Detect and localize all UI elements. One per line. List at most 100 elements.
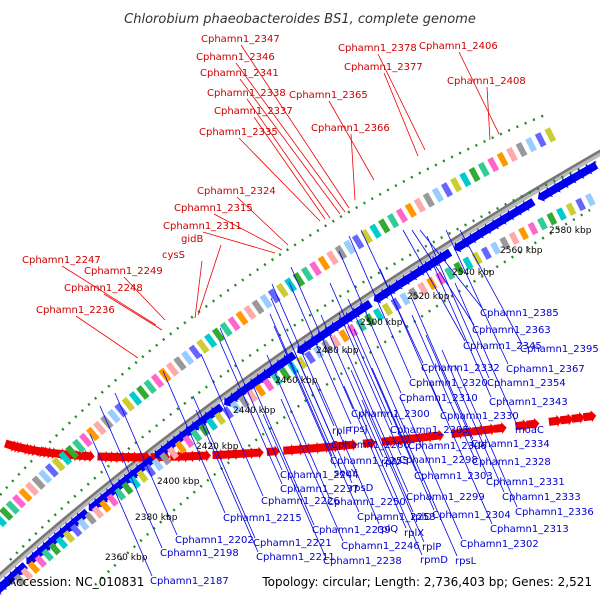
reverse-gene-label: Cphamn1_2334 bbox=[471, 439, 550, 450]
feature-block bbox=[204, 333, 218, 349]
reverse-label-leader bbox=[445, 229, 509, 365]
feature-block bbox=[198, 423, 211, 437]
feature-block bbox=[270, 372, 283, 386]
genome-backbone bbox=[0, 149, 600, 576]
feature-block bbox=[62, 530, 76, 544]
feature-block bbox=[408, 287, 420, 301]
feature-block bbox=[230, 400, 242, 414]
middle-track-guide bbox=[9, 158, 600, 561]
feature-block bbox=[243, 305, 257, 320]
forward-gene-label: Cphamn1_2247 bbox=[22, 255, 101, 266]
reverse-gene-label: Cphamn1_2343 bbox=[489, 397, 568, 408]
reverse-label-leader bbox=[114, 392, 178, 536]
feature-block bbox=[515, 141, 528, 158]
reverse-label-leader bbox=[394, 413, 458, 557]
reverse-label-leader bbox=[273, 325, 337, 469]
reverse-label-leader bbox=[399, 396, 463, 540]
feature-block bbox=[317, 255, 331, 271]
feature-block bbox=[338, 329, 350, 343]
reverse-label-leader bbox=[99, 405, 163, 549]
reverse-gene-arrow bbox=[522, 198, 536, 211]
reverse-label-leader bbox=[251, 382, 315, 526]
reverse-gene-label: rplV bbox=[381, 457, 401, 468]
reverse-gene-label: Cphamn1_2237 bbox=[280, 484, 359, 495]
forward-label-leader bbox=[61, 265, 157, 326]
reverse-label-leader bbox=[428, 254, 492, 398]
reverse-gene-label: Cphamn1_2239 bbox=[312, 525, 391, 536]
feature-block bbox=[468, 166, 481, 183]
forward-label-leader bbox=[236, 196, 289, 246]
reverse-gene-label: moaC bbox=[515, 425, 544, 436]
feature-block bbox=[227, 316, 241, 332]
reverse-gene-label: Cphamn1_2246 bbox=[341, 541, 420, 552]
reverse-gene-label: Cphamn1_2298 bbox=[399, 455, 478, 466]
reverse-label-leader bbox=[290, 266, 354, 410]
feature-block bbox=[188, 344, 202, 360]
genome-backbone-shadow bbox=[0, 149, 600, 581]
reverse-gene-label: Cphamn1_2328 bbox=[472, 457, 551, 468]
reverse-gene-label: Cphamn1_2300 bbox=[351, 409, 430, 420]
reverse-label-leader bbox=[269, 313, 333, 457]
feature-block bbox=[575, 197, 587, 212]
reverse-label-leader bbox=[262, 413, 326, 557]
feature-block bbox=[329, 334, 342, 348]
feature-block bbox=[487, 156, 500, 173]
forward-gene-arrow bbox=[548, 414, 562, 427]
reverse-label-leader bbox=[426, 235, 490, 379]
reverse-gene-arrow bbox=[359, 299, 373, 313]
reverse-label-leader bbox=[288, 281, 352, 425]
forward-label-leader bbox=[197, 244, 222, 316]
reverse-gene-label: Cphamn1_2345 bbox=[463, 341, 542, 352]
reverse-gene-label: rpsD bbox=[350, 483, 374, 494]
feature-block bbox=[276, 282, 289, 298]
feature-block bbox=[364, 313, 376, 327]
forward-label-leader bbox=[239, 78, 341, 215]
reverse-label-leader bbox=[280, 398, 344, 542]
reverse-gene-label: Cphamn1_2363 bbox=[472, 325, 551, 336]
feature-block bbox=[174, 440, 187, 454]
feature-block bbox=[527, 221, 539, 236]
reverse-gene-label: rplX bbox=[404, 528, 424, 539]
forward-gene-arrow bbox=[571, 411, 585, 424]
forward-gene-arrow bbox=[482, 423, 496, 436]
reverse-label-leader bbox=[343, 385, 407, 529]
feature-block bbox=[459, 172, 472, 188]
reverse-gene-label: Cphamn1_2367 bbox=[506, 364, 585, 375]
genome-summary-text: Topology: circular; Length: 2,736,403 bp… bbox=[261, 575, 592, 589]
reverse-label-leader bbox=[192, 395, 256, 539]
feature-block bbox=[246, 389, 259, 403]
reverse-gene-label: Cphamn1_2238 bbox=[323, 556, 402, 567]
reverse-gene-label: Cphamn1_2310 bbox=[399, 393, 478, 404]
feature-block bbox=[351, 234, 365, 250]
inner-track-guide bbox=[94, 208, 591, 586]
forward-gene-label: Cphamn1_2249 bbox=[84, 266, 163, 277]
reverse-gene-label: Cphamn1_2330 bbox=[440, 411, 519, 422]
reverse-gene-label: Cphamn1_2331 bbox=[486, 477, 565, 488]
feature-block bbox=[166, 446, 180, 460]
reverse-label-leader bbox=[338, 250, 402, 394]
feature-block bbox=[395, 207, 409, 224]
reverse-label-leader bbox=[353, 328, 417, 472]
feature-block bbox=[279, 367, 291, 381]
forward-label-leader bbox=[235, 62, 346, 213]
reverse-label-leader bbox=[402, 229, 466, 342]
forward-gene-label: Cphamn1_2406 bbox=[419, 41, 498, 52]
forward-gene-label: cysS bbox=[162, 250, 185, 261]
feature-block bbox=[143, 379, 157, 395]
forward-gene-arrow bbox=[250, 446, 264, 459]
feature-block bbox=[91, 505, 105, 519]
reverse-label-leader bbox=[266, 354, 330, 498]
feature-block bbox=[584, 193, 596, 207]
tick-label: 2440 kbp bbox=[233, 406, 276, 416]
feature-block bbox=[196, 338, 210, 354]
forward-gene-label: Cphamn1_2311 bbox=[163, 221, 242, 232]
reverse-label-leader bbox=[219, 327, 283, 471]
forward-gene-label: Cphamn1_2248 bbox=[64, 283, 143, 294]
forward-gene-arrow bbox=[514, 419, 529, 432]
feature-block bbox=[309, 261, 322, 277]
reverse-label-leader bbox=[329, 282, 393, 426]
feature-block bbox=[369, 223, 382, 239]
accession-text: Accession: NC_010831 bbox=[8, 575, 144, 589]
tick-label: 2400 kbp bbox=[157, 477, 200, 487]
